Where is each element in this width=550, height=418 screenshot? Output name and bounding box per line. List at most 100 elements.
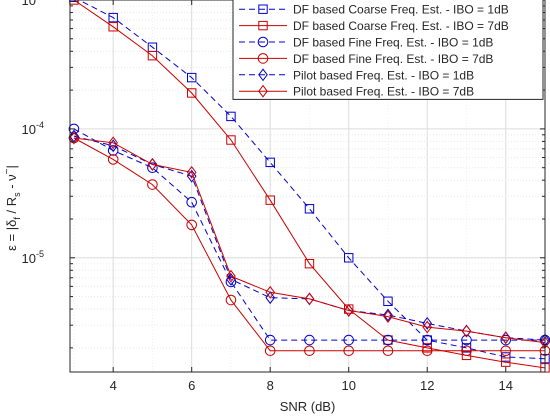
legend-label: DF based Coarse Freq. Est. - IBO = 1dB [293, 3, 509, 17]
series-layer [68, 0, 550, 373]
series-point [344, 253, 354, 263]
y-tick-label-exponent: -3 [36, 0, 44, 1]
series-point [107, 154, 119, 165]
series-point [461, 345, 472, 357]
legend-entry-6: Pilot based Freq. Est. - IBO = 7dB [239, 85, 474, 99]
series-point [265, 157, 275, 168]
series-point [265, 291, 276, 305]
series-line [78, 0, 546, 360]
legend-entry-5: Pilot based Freq. Est. - IBO = 1dB [239, 68, 474, 82]
series-point [382, 334, 394, 346]
legend-entry-1: DF based Coarse Freq. Est. - IBO = 1dB [239, 3, 509, 17]
series-point [226, 269, 236, 283]
y-tick-label-exponent: -4 [36, 120, 44, 130]
legend-box [232, 0, 544, 100]
series-point [501, 352, 511, 362]
series-point [186, 72, 197, 83]
y-axis-label: ε = |δf / Rs - ν~| [2, 165, 22, 251]
series-point [226, 135, 236, 145]
series-3 [68, 123, 550, 346]
plot-frame [69, 0, 546, 373]
x-tick-label: 4 [110, 378, 117, 393]
series-point [304, 345, 315, 357]
y-tick-label-base: 10 [22, 0, 36, 8]
series-point [108, 22, 118, 32]
x-tick-label: 8 [267, 378, 274, 393]
series-point [421, 345, 433, 357]
series-4 [68, 132, 550, 357]
series-point [343, 334, 355, 346]
x-tick-label: 10 [341, 378, 355, 393]
series-line [73, 128, 545, 341]
legend-label: DF based Fine Freq. Est. - IBO = 1dB [293, 36, 493, 50]
series-point [422, 316, 433, 330]
y-tick-label-exponent: -5 [36, 249, 44, 259]
series-point [147, 162, 158, 173]
series-point [147, 50, 158, 61]
legend-entry-4: DF based Fine Freq. Est. - IBO = 7dB [239, 52, 493, 66]
series-point [68, 123, 80, 135]
series-point [186, 196, 197, 208]
series-point [147, 158, 158, 171]
y-axis-label-tilde: ~ [2, 168, 13, 174]
legend-label: DF based Coarse Freq. Est. - IBO = 7dB [293, 19, 509, 33]
legend-entry-2: DF based Coarse Freq. Est. - IBO = 7dB [239, 19, 509, 33]
x-tick-label: 6 [188, 378, 195, 393]
legend-entry-3: DF based Fine Freq. Est. - IBO = 1dB [239, 36, 493, 50]
series-point [225, 294, 237, 306]
series-point [304, 258, 315, 269]
series-point [421, 334, 433, 346]
series-line [73, 137, 545, 352]
series-point [108, 12, 118, 23]
series-point [500, 334, 512, 346]
series-point [461, 334, 472, 346]
series-point [383, 308, 393, 322]
series-point [264, 345, 276, 357]
y-axis-label-sub1: f [12, 217, 22, 220]
y-axis-label-lhs: ε = |δ [4, 220, 19, 251]
x-tick-label: 12 [420, 378, 434, 393]
series-point [226, 111, 236, 122]
series-point [304, 204, 315, 214]
series-point [264, 334, 276, 346]
series-point [304, 334, 315, 346]
legend-marker [258, 20, 268, 31]
x-axis-label: SNR (dB) [280, 399, 336, 414]
y-axis-label-mid: / R [4, 197, 19, 217]
series-point [343, 345, 355, 357]
series-point [69, 129, 79, 143]
y-tick-label: 10-5 [22, 249, 44, 266]
y-tick-label-base: 10 [22, 251, 36, 266]
series-point [265, 195, 275, 205]
series-point [383, 296, 393, 306]
series-point [422, 320, 433, 334]
y-axis-label-close: | [4, 165, 19, 168]
series-point [304, 292, 315, 306]
y-axis-label-sub2: s [12, 192, 22, 197]
legend-marker [258, 4, 268, 14]
series-point [108, 136, 119, 150]
series-point [186, 219, 197, 231]
series-point [186, 88, 197, 98]
legend-label: DF based Fine Freq. Est. - IBO = 7dB [293, 52, 493, 66]
legend: DF based Coarse Freq. Est. - IBO = 1dB DF… [232, 0, 544, 100]
x-tick-label: 14 [499, 378, 513, 393]
legend-label: Pilot based Freq. Est. - IBO = 7dB [293, 85, 474, 99]
series-1 [69, 0, 550, 364]
y-tick-label: 10-3 [22, 0, 44, 8]
series-point [382, 345, 394, 357]
series-point [69, 0, 79, 2]
series-point [500, 331, 511, 345]
series-point [69, 131, 79, 145]
series-point [500, 345, 512, 357]
y-axis-label-rhs: - ν [4, 174, 19, 192]
series-point [186, 165, 197, 179]
y-tick-label-base: 10 [22, 122, 36, 137]
series-line [73, 137, 546, 344]
legend-marker [257, 53, 269, 64]
series-point [461, 324, 472, 338]
series-point [343, 304, 354, 317]
series-point [501, 357, 511, 367]
